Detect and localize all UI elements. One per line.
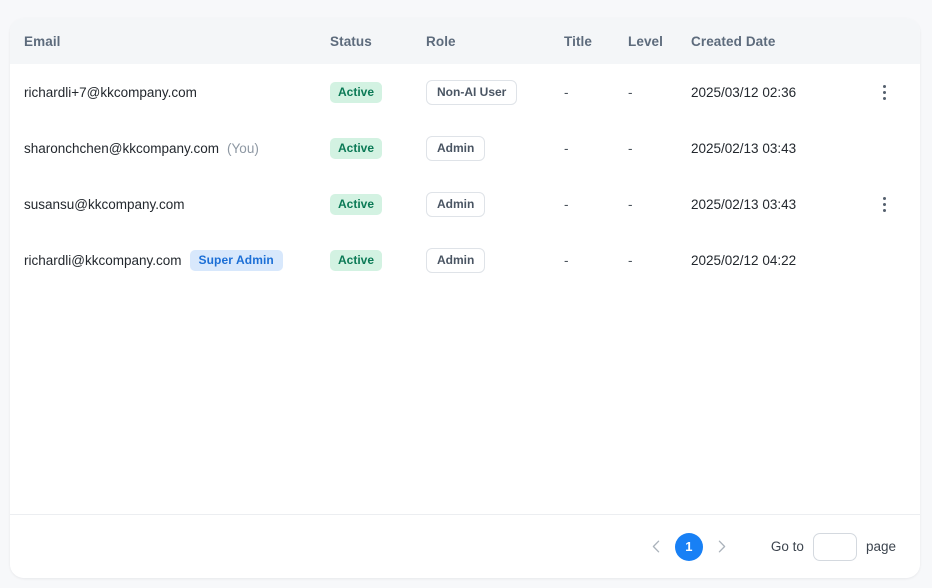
table-row[interactable]: richardli@kkcompany.com Super Admin Acti… [10, 232, 920, 288]
status-badge: Active [330, 81, 383, 103]
email-text: richardli@kkcompany.com [24, 252, 182, 268]
role-pill[interactable]: Admin [426, 191, 486, 217]
cell-title: - [564, 84, 569, 100]
goto-page-control: Go to page [770, 532, 896, 561]
column-header-email: Email [24, 33, 61, 49]
current-user-label: (You) [227, 140, 259, 156]
cell-status: Active [330, 81, 426, 103]
cell-role: Non-AI User [426, 79, 564, 105]
cell-title: - [564, 140, 569, 156]
chevron-left-icon[interactable] [643, 534, 669, 560]
table-row[interactable]: richardli+7@kkcompany.com Active Non-AI … [10, 64, 920, 120]
chevron-right-icon[interactable] [709, 534, 735, 560]
column-header-title: Title [564, 33, 593, 49]
role-pill[interactable]: Admin [426, 247, 486, 273]
cell-title: - [564, 252, 569, 268]
cell-email: susansu@kkcompany.com [10, 197, 330, 212]
row-menu-icon[interactable] [874, 194, 894, 214]
table-footer: 1 Go to page [10, 514, 920, 578]
cell-email: richardli+7@kkcompany.com [10, 85, 330, 100]
pagination: 1 [643, 532, 735, 561]
cell-level: - [628, 252, 633, 268]
cell-status: Active [330, 137, 426, 159]
super-admin-badge: Super Admin [189, 249, 283, 271]
users-table-card: Email Status Role Title Level Created Da… [10, 18, 920, 578]
cell-level: - [628, 140, 633, 156]
cell-title: - [564, 196, 569, 212]
cell-level: - [628, 196, 633, 212]
status-badge: Active [330, 249, 383, 271]
column-header-role: Role [426, 33, 456, 49]
cell-level: - [628, 84, 633, 100]
row-menu-icon[interactable] [874, 82, 894, 102]
cell-status: Active [330, 193, 426, 215]
cell-role: Admin [426, 135, 564, 161]
role-pill[interactable]: Non-AI User [426, 79, 518, 105]
email-text: susansu@kkcompany.com [24, 196, 185, 212]
email-text: sharonchchen@kkcompany.com [24, 140, 220, 156]
goto-page-input[interactable] [812, 532, 857, 561]
cell-role: Admin [426, 191, 564, 217]
pagination-page-1[interactable]: 1 [674, 532, 703, 561]
cell-email: sharonchchen@kkcompany.com (You) [10, 141, 330, 156]
role-pill[interactable]: Admin [426, 135, 486, 161]
goto-label: Go to [770, 539, 804, 554]
table-row[interactable]: sharonchchen@kkcompany.com (You) Active … [10, 120, 920, 176]
table-header-row: Email Status Role Title Level Created Da… [10, 18, 920, 64]
column-header-created-date: Created Date [691, 33, 776, 49]
status-badge: Active [330, 193, 383, 215]
cell-created-date: 2025/02/13 03:43 [691, 196, 797, 212]
status-badge: Active [330, 137, 383, 159]
cell-created-date: 2025/02/12 04:22 [691, 252, 797, 268]
email-text: richardli+7@kkcompany.com [24, 84, 197, 100]
cell-status: Active [330, 249, 426, 271]
column-header-status: Status [330, 33, 372, 49]
cell-email: richardli@kkcompany.com Super Admin [10, 249, 330, 271]
page-label: page [865, 539, 896, 554]
cell-created-date: 2025/03/12 02:36 [691, 84, 797, 100]
cell-created-date: 2025/02/13 03:43 [691, 140, 797, 156]
column-header-level: Level [628, 33, 664, 49]
cell-role: Admin [426, 247, 564, 273]
table-body: richardli+7@kkcompany.com Active Non-AI … [10, 64, 920, 514]
table-row[interactable]: susansu@kkcompany.com Active Admin - - 2… [10, 176, 920, 232]
